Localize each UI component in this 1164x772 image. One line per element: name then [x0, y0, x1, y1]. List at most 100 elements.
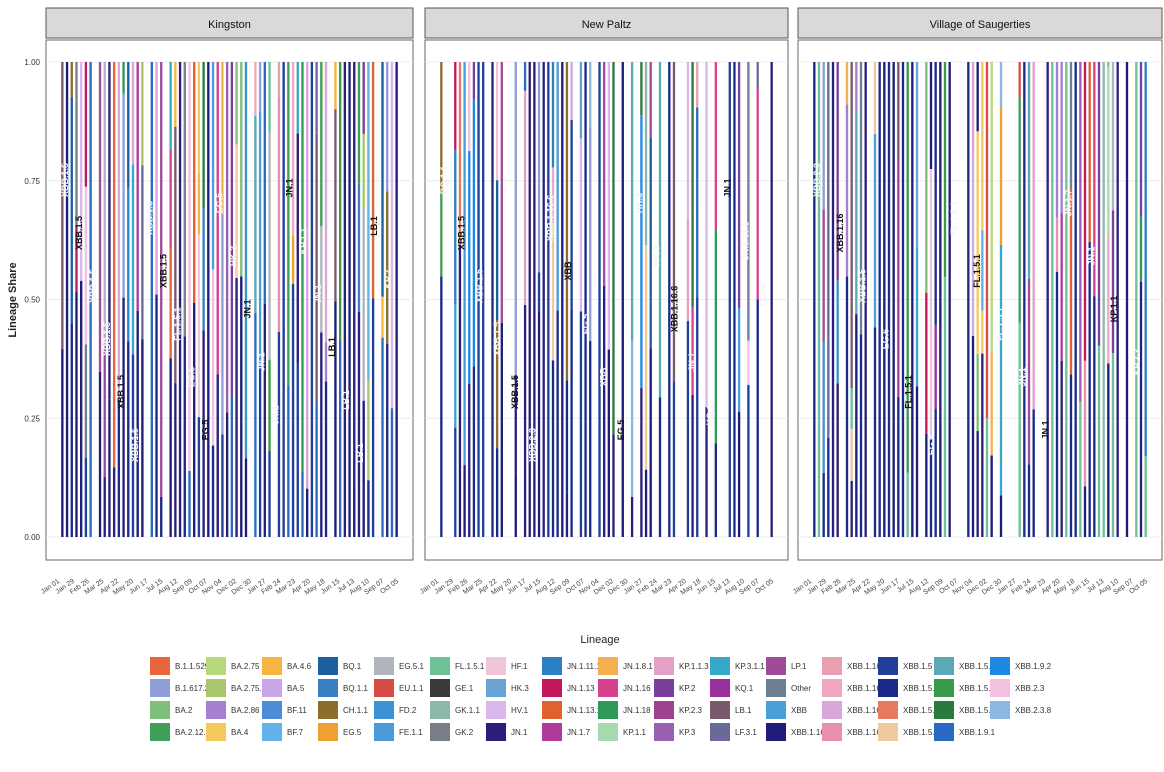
bar-segment — [817, 62, 821, 537]
bar-segment — [733, 62, 736, 537]
legend-item: BA.2.12.1 — [150, 722, 210, 742]
bar-segment — [202, 208, 205, 331]
bar-segment — [686, 62, 690, 219]
legend-item: XBB.2.3.8 — [990, 700, 1051, 720]
bar-segment — [1111, 210, 1115, 354]
legend-item: FD.2 — [374, 700, 416, 720]
bar-segment — [320, 332, 323, 537]
facet-title: Village of Saugerties — [930, 19, 1031, 31]
bar-segment — [999, 62, 1003, 108]
bar-segment — [348, 62, 351, 537]
bar-segment — [357, 183, 361, 312]
legend-item: KP.2 — [654, 678, 695, 698]
facet-strip — [45, 7, 414, 39]
bar-segment — [514, 475, 517, 537]
bar-segment — [1065, 62, 1068, 537]
bar-segment — [1069, 62, 1073, 190]
bar-segment — [1018, 322, 1021, 537]
bar-segment — [306, 62, 309, 489]
bar-segment — [235, 62, 238, 145]
bar-segment — [971, 62, 975, 158]
bar-segment — [1069, 374, 1073, 537]
bar-segment — [565, 62, 569, 381]
bar-segment — [112, 467, 116, 537]
bar-segment — [320, 226, 323, 333]
legend-swatch — [430, 679, 450, 697]
bar-segment — [756, 299, 759, 537]
bar-segment — [589, 62, 592, 127]
bar-segment — [737, 62, 741, 308]
legend-label: BF.11 — [287, 705, 307, 715]
bar-segment — [454, 62, 457, 151]
bar-segment — [976, 354, 979, 432]
legend-swatch — [710, 723, 730, 741]
bar-segment — [258, 62, 262, 112]
lineage-label: KP.1.1 — [299, 228, 309, 254]
legend-swatch — [822, 657, 842, 675]
bar-segment — [822, 342, 825, 473]
bar-segment — [468, 384, 471, 537]
bar-segment — [70, 96, 73, 324]
legend-swatch — [486, 701, 506, 719]
bar-segment — [873, 62, 877, 135]
legend-swatch — [598, 657, 618, 675]
bar-segment — [850, 62, 853, 388]
legend-swatch — [766, 701, 786, 719]
bar-segment — [1097, 62, 1101, 346]
legend-swatch — [486, 679, 506, 697]
bar-segment — [495, 448, 499, 537]
bar-segment — [468, 62, 471, 151]
bar-segment — [691, 394, 694, 537]
bar-segment — [268, 451, 271, 537]
legend-label: XBB.1.5 — [903, 661, 933, 671]
legend-label: JN.1.13 — [567, 683, 595, 693]
y-tick-label: 0.25 — [24, 414, 40, 423]
bar-segment — [268, 62, 271, 133]
bar-segment — [523, 90, 527, 305]
legend-item: BA.4.6 — [262, 656, 311, 676]
legend-swatch — [206, 701, 226, 719]
legend-item: KP.2.3 — [654, 700, 702, 720]
bar-segment — [169, 62, 172, 150]
bar-segment — [216, 62, 219, 375]
bar-segment — [603, 62, 606, 286]
legend-item: EG.5.1 — [374, 656, 424, 676]
legend-label: EG.5 — [343, 727, 362, 737]
bar-segment — [990, 62, 993, 353]
lineage-label: HK.3 — [634, 193, 644, 214]
bar-segment — [981, 310, 984, 354]
bar-segment — [971, 157, 975, 337]
bar-segment — [306, 488, 309, 537]
bar-segment — [84, 186, 88, 345]
bar-segment — [547, 62, 550, 537]
lineage-label: JN.1 — [1018, 367, 1028, 386]
legend-label: XBB.1.16.15 — [847, 705, 892, 715]
legend-item: BA.2.75 — [206, 656, 259, 676]
bar-segment — [458, 244, 462, 492]
lineage-label: JN.1 — [687, 352, 697, 371]
legend-item: JN.1 — [486, 722, 527, 742]
bar-segment — [362, 207, 365, 401]
legend-item: JN.1.16 — [598, 678, 651, 698]
bar-segment — [477, 62, 480, 388]
legend-swatch — [654, 657, 674, 675]
legend-swatch — [150, 679, 170, 697]
legend-label: KP.3.1.1 — [735, 661, 765, 671]
legend-swatch — [934, 701, 954, 719]
bar-segment — [589, 126, 592, 342]
legend-label: KP.1.1.3 — [679, 661, 709, 671]
bar-segment — [1060, 62, 1063, 214]
bar-segment — [169, 149, 172, 248]
bar-segment — [565, 492, 569, 537]
bar-segment — [929, 62, 933, 169]
legend-item: BA.2.86 — [206, 700, 259, 720]
bar-segment — [197, 234, 201, 418]
bar-segment — [367, 380, 370, 481]
bar-segment — [254, 115, 257, 313]
bar-segment — [197, 173, 201, 235]
legend-swatch — [766, 723, 786, 741]
legend-label: EG.5.1 — [399, 661, 424, 671]
bar-segment — [939, 62, 942, 537]
